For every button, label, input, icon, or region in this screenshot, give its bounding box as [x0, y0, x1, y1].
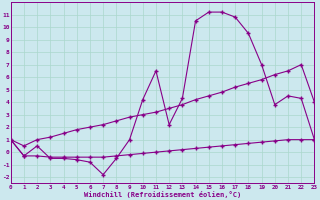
X-axis label: Windchill (Refroidissement éolien,°C): Windchill (Refroidissement éolien,°C)	[84, 191, 241, 198]
